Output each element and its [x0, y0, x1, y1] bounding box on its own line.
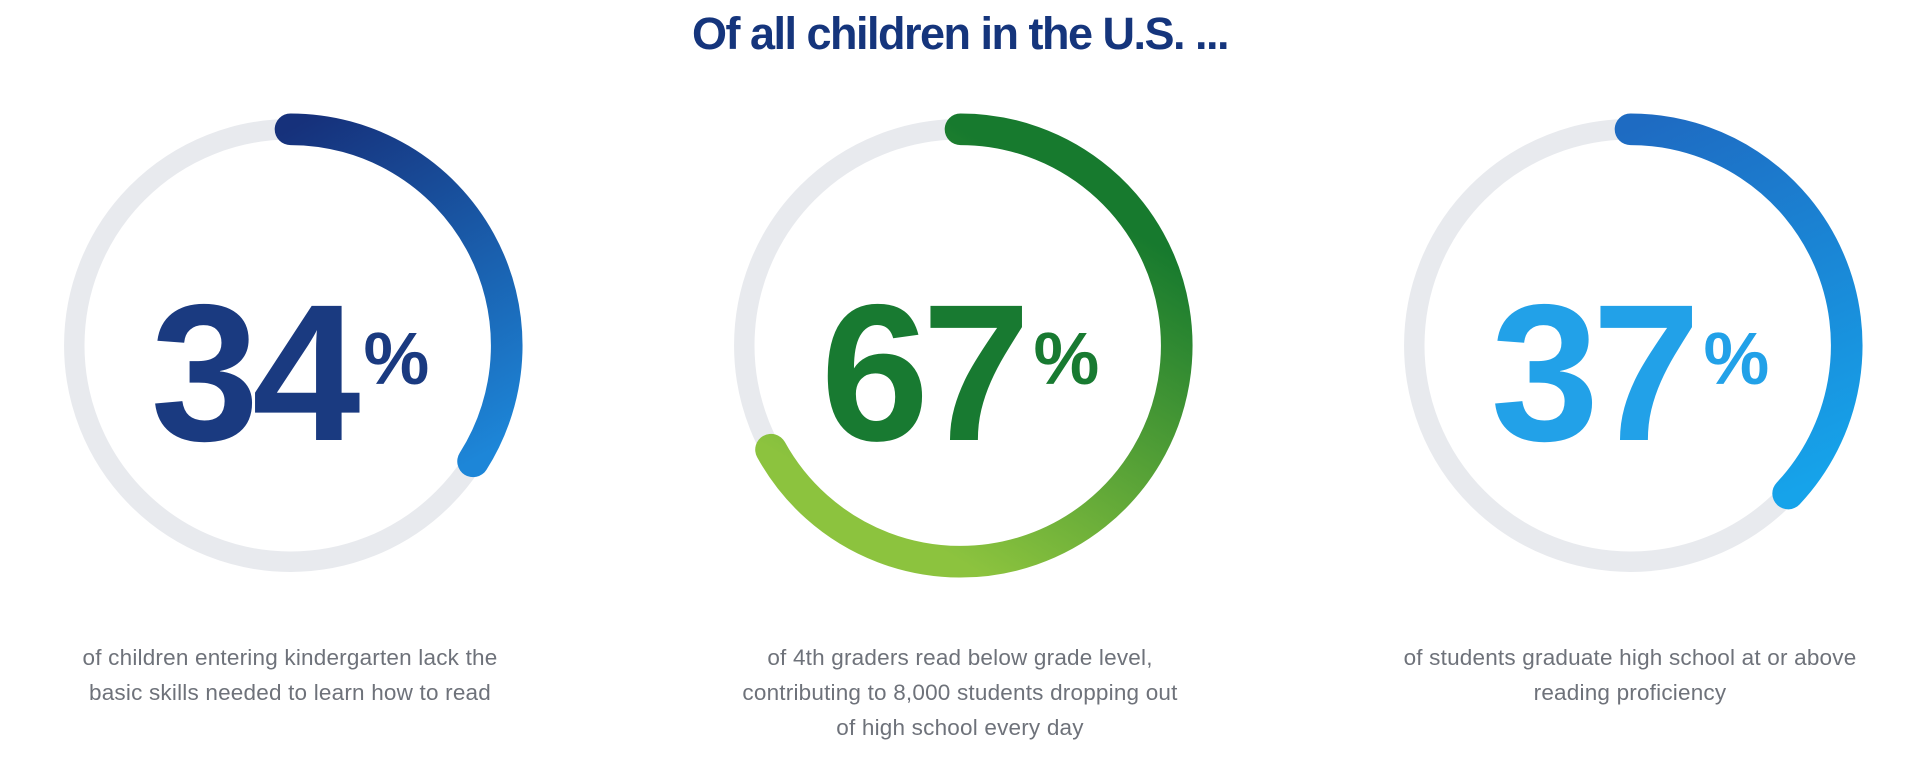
donut-ring-svg — [63, 113, 523, 572]
donut-chart-graduates: 37% — [1398, 113, 1863, 578]
stat-column-kindergarten: 34% of children entering kindergarten la… — [10, 113, 570, 745]
donut-percentage-value: 37 — [1490, 264, 1701, 482]
donut-value-group: 67% — [821, 276, 1100, 471]
donut-chart-fourth-graders: 67% — [728, 113, 1193, 578]
donut-value-group: 34% — [151, 276, 430, 471]
donut-ring-svg — [733, 113, 1193, 578]
donut-progress-arc — [274, 113, 523, 478]
donut-caption-fourth-graders: of 4th graders read below grade level, c… — [742, 645, 1178, 740]
donut-progress-arc — [754, 113, 1193, 578]
stats-row: 34% of children entering kindergarten la… — [0, 113, 1920, 745]
donut-progress-arc — [1614, 113, 1862, 510]
donut-chart-kindergarten: 34% — [58, 113, 523, 578]
donut-ring-svg — [1403, 113, 1862, 572]
donut-percentage-value: 34 — [150, 264, 361, 482]
donut-percentage-value: 67 — [820, 264, 1031, 482]
donut-caption-graduates: of students graduate high school at or a… — [1403, 645, 1857, 705]
donut-caption-kindergarten: of children entering kindergarten lack t… — [82, 645, 498, 705]
stat-column-graduates: 37% of students graduate high school at … — [1350, 113, 1910, 745]
donut-value-overlay: 37% — [1398, 113, 1863, 578]
donut-value-overlay: 34% — [58, 113, 523, 578]
percent-sign: % — [1033, 317, 1100, 400]
page-title: Of all children in the U.S. ... — [691, 8, 1230, 59]
stat-column-fourth-graders: 67% of 4th graders read below grade leve… — [680, 113, 1240, 745]
donut-value-group: 37% — [1491, 276, 1770, 471]
percent-sign: % — [363, 317, 430, 400]
percent-sign: % — [1703, 317, 1770, 400]
donut-value-overlay: 67% — [728, 113, 1193, 578]
